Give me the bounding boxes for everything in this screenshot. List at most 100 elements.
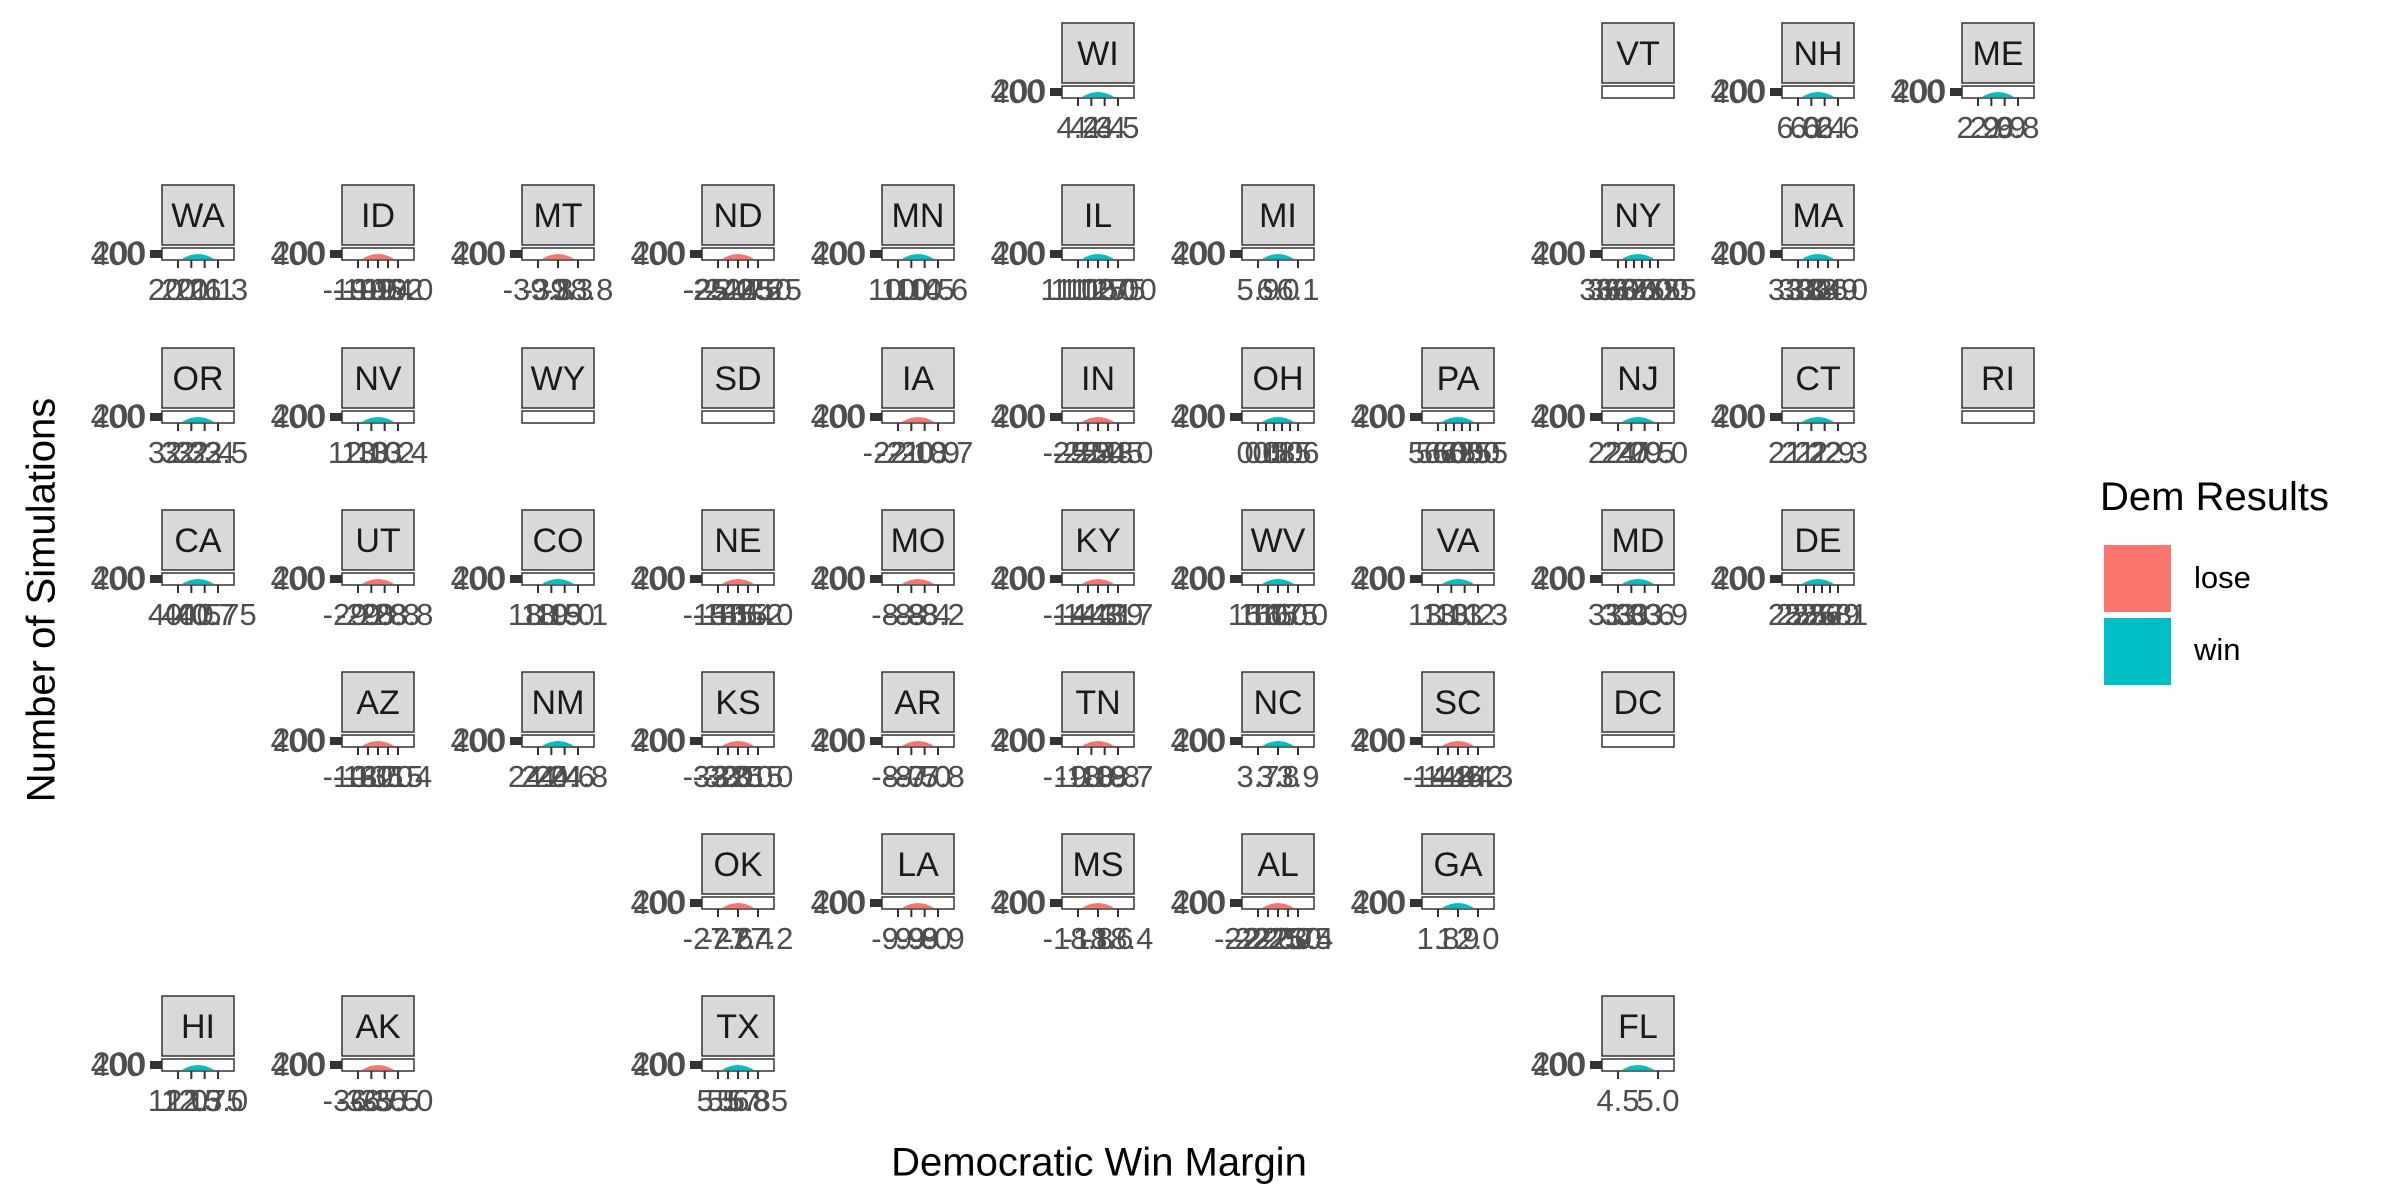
density-ky [1082,579,1114,584]
panel-ri: RI [1961,347,2035,424]
y-tick-label-id: 200 [273,235,326,271]
density-ct [1802,417,1834,422]
x-tick-label-ar: -7.0 [898,759,951,794]
x-tick-label-az: -11.4 [364,759,432,794]
strip-label-la: LA [897,846,939,884]
x-tick-label-fl: 4.5 [1596,1083,1639,1118]
y-tick-label-ga: 400 [1351,885,1404,921]
x-tick-label-mo: -8.4 [898,597,951,632]
strip-label-ct: CT [1795,360,1840,398]
strip-label-hi: HI [181,1008,215,1046]
strip-label-al: AL [1257,846,1299,884]
x-tick-label-wv: 16.0 [1248,597,1308,632]
x-tick-label-oh: 1.5 [1268,435,1311,470]
x-tick-label-va: 13.1 [1421,597,1481,632]
legend-key-win [2104,618,2171,685]
x-tick-label-nd: -24.25 [714,272,802,307]
x-tick-label-wi: 4.5 [1096,110,1139,145]
x-tick-label-id: -19.0 [363,272,434,307]
strip-label-ne: NE [714,522,761,560]
y-axis-ticks-nv [330,413,342,421]
strip-ks [701,671,775,733]
strip-il [1061,184,1135,246]
y-tick-label-ct: 400 [1711,399,1764,435]
panel-box-dc [1601,734,1675,748]
strip-la [881,833,955,895]
y-tick-label-ny: 200 [1533,235,1586,271]
strip-wy [521,347,595,409]
x-tick-label-me: 2.9 [1956,110,1999,145]
x-tick-label-wa: 21.1 [174,272,234,307]
y-tick-label-pa: 200 [1353,398,1406,434]
x-tick-label-mo: -8.2 [911,597,964,632]
y-axis-ticks-ne [690,575,702,583]
strip-al [1241,833,1315,895]
x-tick-label-al: -22.25 [1214,921,1302,956]
density-nh [1802,92,1834,97]
y-axis-ticks-ar [870,737,882,745]
y-tick-label-fl: 200 [1533,1046,1586,1082]
x-tick-label-de: 25.9 [1800,597,1860,632]
strip-label-ca: CA [174,522,222,560]
y-tick-label-pa: 400 [1351,399,1404,435]
x-tick-label-nm: 24.4 [521,759,581,794]
y-tick-label-nj: 200 [1533,398,1586,434]
y-axis-ticks-nd [690,250,702,258]
strip-label-mi: MI [1259,197,1297,235]
x-tick-label-sc: -14.8 [1403,759,1474,794]
panel-box-vt [1601,85,1675,99]
strip-id [341,184,415,246]
density-ok [722,903,754,908]
y-axis-ticks-ky [1050,575,1062,583]
x-tick-label-ky: -14.3 [1053,597,1124,632]
x-tick-label-nd: -25.25 [684,272,772,307]
x-tick-label-ne: -15.0 [723,597,794,632]
panel-box-ri [1961,410,2035,424]
y-tick-label-az: 400 [271,723,324,759]
x-tick-label-mt: -39.8 [503,272,574,307]
y-tick-label-mo: 400 [811,561,864,597]
density-in [1082,417,1114,422]
density-sc [1442,741,1474,746]
panel-dc: DC [1601,671,1675,748]
strip-nc [1241,671,1315,733]
x-tick-label-oh: 1.0 [1260,435,1303,470]
y-axis-ticks-ia [870,413,882,421]
x-tick-label-sc: -14.6 [1413,759,1484,794]
y-axis-ticks-ny [1590,250,1602,258]
strip-ca [161,509,235,571]
strip-label-co: CO [533,522,584,560]
x-tick-label-ga: 1.8 [1416,921,1459,956]
strip-pa [1421,347,1495,409]
x-tick-label-in: -24.0 [1083,435,1154,470]
y-axis-ticks-ks [690,737,702,745]
density-ar [902,741,934,746]
x-tick-label-id: -19.9 [323,272,394,307]
y-tick-label-wi: 400 [991,74,1044,110]
strip-label-wy: WY [531,360,586,398]
x-tick-label-wa: 20.0 [148,272,208,307]
density-me [1982,92,2014,97]
x-tick-label-co: 18.0 [508,597,568,632]
y-tick-label-oh: 400 [1171,399,1224,435]
x-tick-label-nd: -24.50 [704,272,792,307]
x-tick-label-va: 13.3 [1448,597,1508,632]
y-tick-label-id: 400 [271,236,324,272]
x-tick-label-nc: 3.9 [1276,759,1319,794]
x-tick-label-ks: -33.0 [683,759,754,794]
x-tick-label-ky: -13.7 [1083,597,1154,632]
x-tick-label-nv: 13.0 [341,435,401,470]
x-tick-label-or: 32.4 [174,435,234,470]
x-tick-label-hi: 13.0 [188,1083,248,1118]
x-tick-label-mn: 10.0 [868,272,928,307]
x-tick-label-tx: 5.8 [726,1083,769,1118]
x-tick-label-il: 11.25 [1050,272,1125,307]
strip-label-wi: WI [1077,35,1119,73]
x-tick-label-tx: 5.7 [716,1083,759,1118]
x-tick-label-ca: 40.75 [179,597,257,632]
